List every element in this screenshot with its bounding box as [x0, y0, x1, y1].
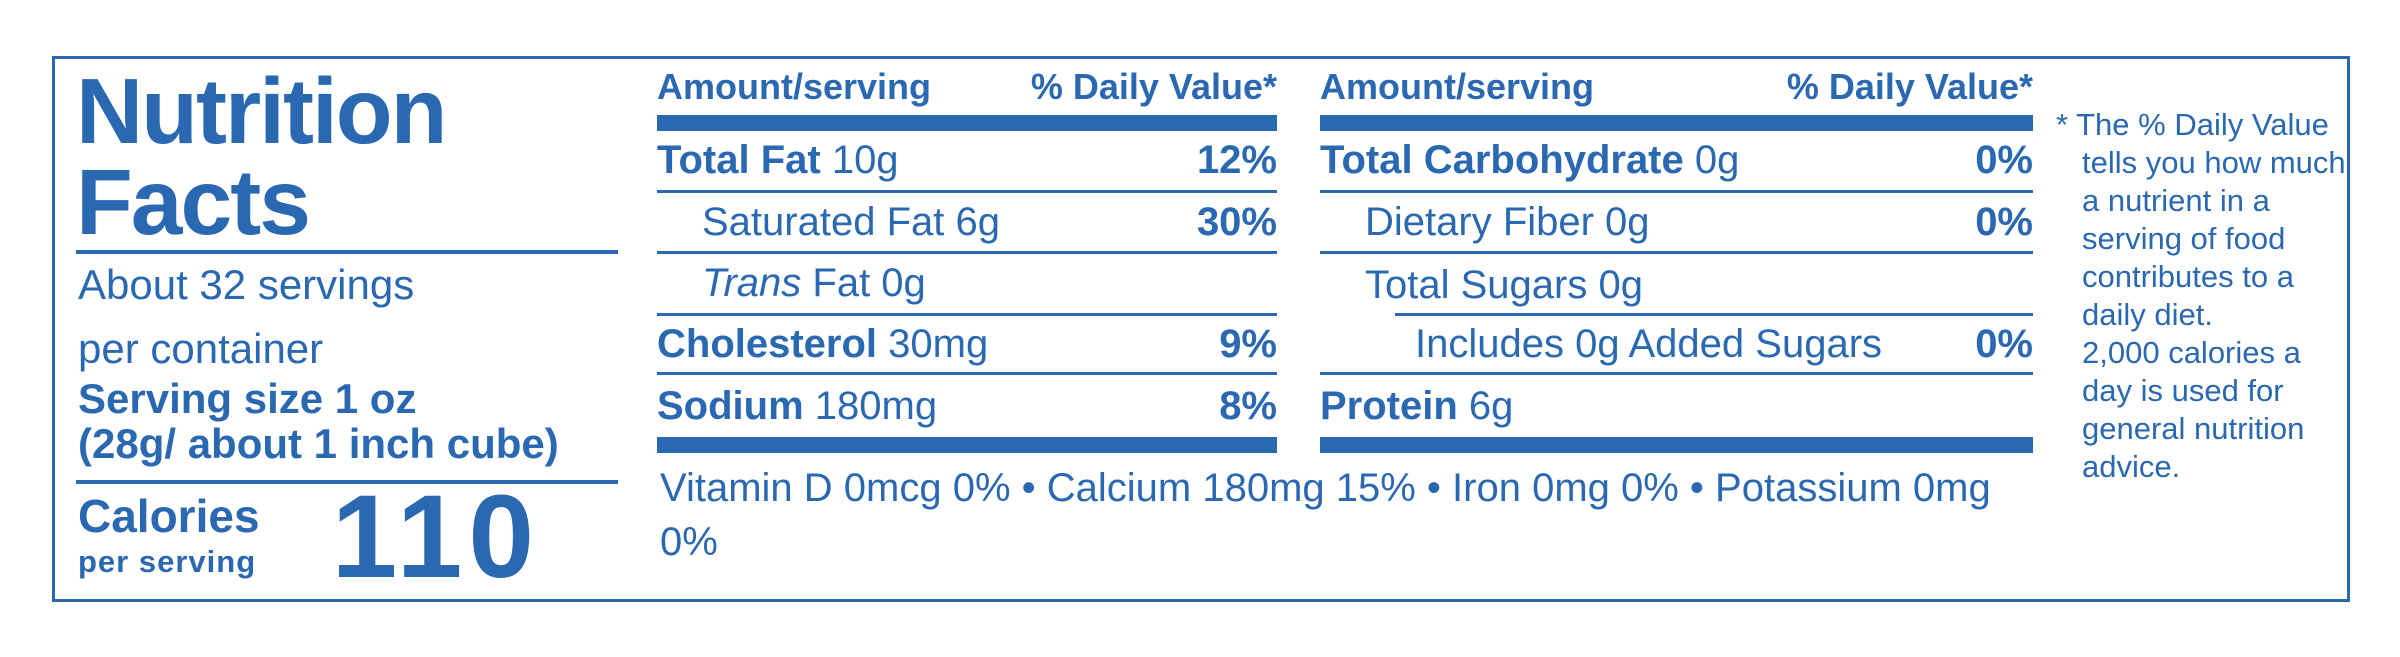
daily-value: 0%: [1975, 321, 2033, 366]
calories-label: Calories: [78, 490, 260, 542]
footnote-line: tells you how much: [2082, 145, 2346, 180]
thick-rule: [657, 437, 1277, 453]
thick-rule: [657, 115, 1277, 131]
daily-value: 9%: [1219, 321, 1277, 366]
nutrient-name: Cholesterol 30mg: [657, 321, 989, 366]
nutrient-name: Dietary Fiber 0g: [1365, 199, 1650, 244]
calories-value: 110: [331, 471, 540, 603]
nutrient-row-total-fat: Total Fat 10g 12%: [657, 131, 1277, 193]
serving-size: Serving size 1 oz: [78, 375, 417, 422]
nutrient-name: Total Fat 10g: [657, 138, 899, 182]
title-divider-rule: [76, 250, 618, 254]
nutrient-row-trans-fat: Trans Fat 0g: [657, 254, 1277, 316]
daily-value: 8%: [1219, 383, 1277, 428]
amount-per-serving-header: Amount/serving: [657, 66, 932, 107]
nutrient-name: Protein 6g: [1320, 383, 1514, 428]
nutrient-row-protein: Protein 6g: [1320, 375, 2033, 437]
thick-rule: [1320, 115, 2033, 131]
daily-value: 30%: [1196, 199, 1277, 244]
nutrient-row-dietary-fiber: Dietary Fiber 0g 0%: [1320, 193, 2033, 254]
nutrient-column-left: Amount/serving % Daily Value* Total Fat …: [657, 0, 1277, 657]
nutrient-row-total-carbohydrate: Total Carbohydrate 0g 0%: [1320, 131, 2033, 193]
daily-value: 0%: [1975, 199, 2033, 244]
footnote-line: 2,000 calories a: [2082, 335, 2301, 370]
serving-size-detail: (28g/ about 1 inch cube): [78, 420, 559, 467]
nutrient-row-cholesterol: Cholesterol 30mg 9%: [657, 316, 1277, 375]
servings-per-container: per container: [78, 325, 324, 372]
label-title-line1: Nutrition: [76, 59, 447, 163]
column-header: Amount/serving % Daily Value*: [1320, 64, 2033, 110]
servings-count: About 32 servings: [78, 261, 415, 308]
indented-rule: [1395, 313, 2033, 316]
calories-sublabel: per serving: [78, 544, 257, 579]
footnote-line: daily diet.: [2082, 297, 2213, 332]
nutrient-name: Saturated Fat 6g: [702, 199, 1000, 244]
nutrient-name: Includes 0g Added Sugars: [1415, 321, 1883, 366]
amount-per-serving-header: Amount/serving: [1320, 66, 1595, 107]
footnote-line: a nutrient in a: [2082, 183, 2270, 218]
footnote-line: serving of food: [2082, 221, 2286, 256]
nutrient-name: Total Sugars 0g: [1365, 262, 1643, 307]
daily-value: 12%: [1196, 138, 1277, 182]
nutrient-row-sodium: Sodium 180mg 8%: [657, 375, 1277, 437]
nutrient-name: Sodium 180mg: [657, 383, 938, 428]
nutrient-row-added-sugars: Includes 0g Added Sugars 0%: [1320, 316, 2033, 375]
footnote-line: general nutrition: [2082, 411, 2305, 446]
thick-rule: [1320, 437, 2033, 453]
footnote-line: advice.: [2082, 449, 2181, 484]
column-header: Amount/serving % Daily Value*: [657, 64, 1277, 110]
nutrient-row-saturated-fat: Saturated Fat 6g 30%: [657, 193, 1277, 254]
micronutrients-line: Vitamin D 0mcg 0% • Calcium 180mg 15% • …: [660, 466, 1991, 564]
label-title-line2: Facts: [76, 150, 311, 254]
footnote-line: contributes to a: [2082, 259, 2294, 294]
label-border-box: [52, 56, 2350, 602]
nutrient-column-right: Amount/serving % Daily Value* Total Carb…: [1320, 0, 2033, 657]
nutrient-name: Total Carbohydrate 0g: [1320, 138, 1740, 182]
daily-value-header: % Daily Value*: [1786, 66, 2033, 107]
daily-value-footnote: * The % Daily Value tells you how much a…: [2056, 106, 2348, 486]
nutrient-row-total-sugars: Total Sugars 0g: [1320, 254, 2033, 316]
nutrient-name: Trans Fat 0g: [702, 261, 926, 305]
label-title: Nutrition Facts: [76, 59, 447, 254]
daily-value: 0%: [1975, 138, 2033, 182]
footnote-line: * The % Daily Value: [2056, 107, 2329, 142]
calories-divider-rule: [76, 480, 618, 484]
daily-value-header: % Daily Value*: [1030, 66, 1277, 107]
footnote-line: day is used for: [2082, 373, 2284, 408]
